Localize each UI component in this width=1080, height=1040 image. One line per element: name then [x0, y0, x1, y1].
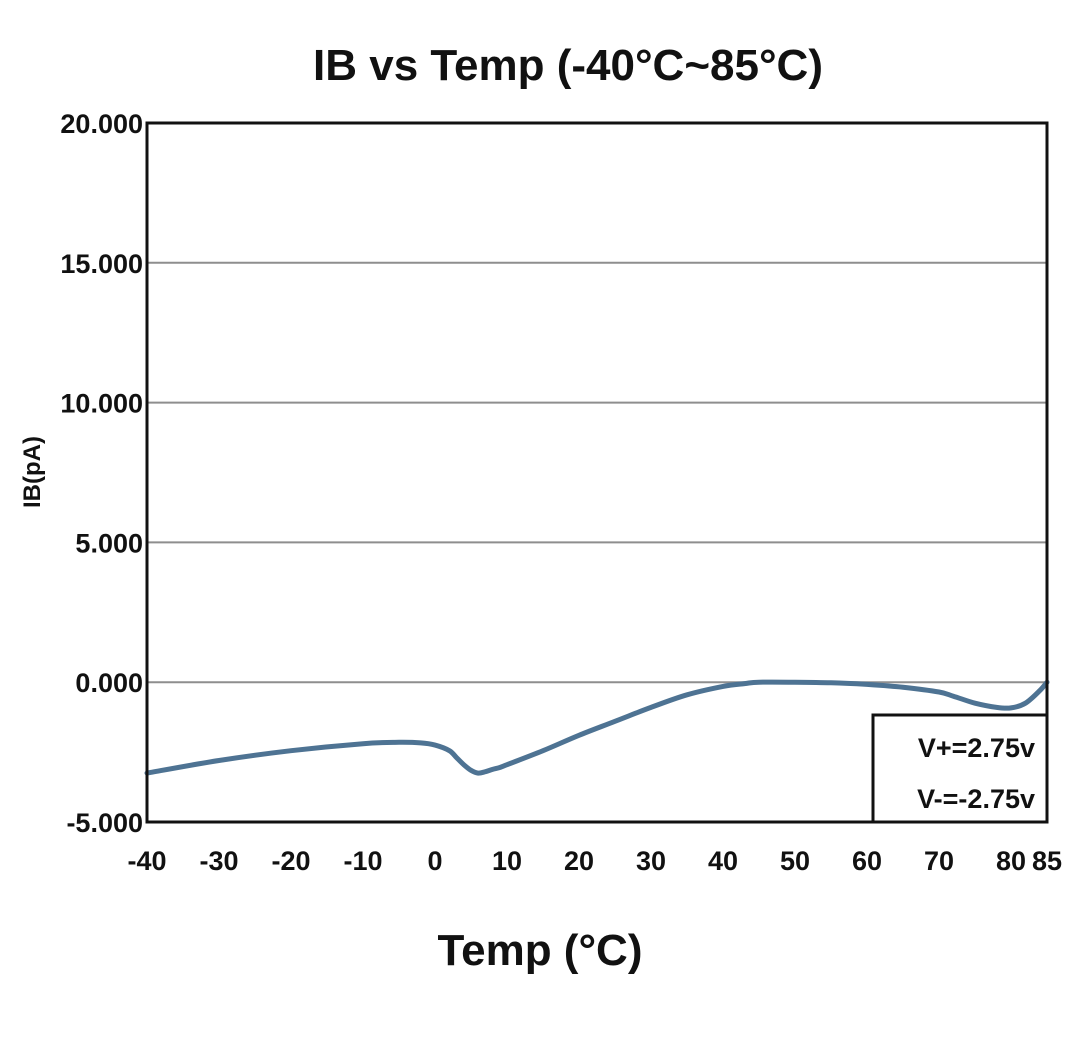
legend-vminus: V-=-2.75v — [917, 784, 1035, 814]
legend-frame — [871, 713, 1049, 824]
x-tick-label: 50 — [780, 846, 810, 876]
series-lines — [144, 679, 1050, 776]
x-tick-label: -30 — [199, 846, 238, 876]
y-tick-label: -5.000 — [66, 808, 143, 838]
y-tick-labels: -5.000 0.000 5.000 10.000 15.000 20.000 — [60, 109, 143, 838]
legend-box: V+=2.75v V-=-2.75v — [871, 713, 1049, 824]
gridlines — [147, 261, 1047, 684]
chart-title: IB vs Temp (-40°C~85°C) — [313, 41, 823, 90]
x-tick-label: 85 — [1032, 846, 1062, 876]
x-axis-title: Temp (°C) — [438, 926, 643, 975]
y-tick-label: 5.000 — [75, 528, 143, 558]
x-tick-label: 40 — [708, 846, 738, 876]
series-line-ib — [144, 679, 1050, 776]
y-axis-title: IB(pA) — [19, 436, 46, 508]
y-tick-label: 0.000 — [75, 668, 143, 698]
y-tick-label: 15.000 — [60, 249, 143, 279]
x-tick-label: 0 — [427, 846, 442, 876]
x-tick-label: 70 — [924, 846, 954, 876]
y-tick-label: 10.000 — [60, 389, 143, 419]
x-tick-label: 80 — [996, 846, 1026, 876]
x-tick-label: -10 — [343, 846, 382, 876]
x-tick-label: 30 — [636, 846, 666, 876]
x-tick-label: -20 — [271, 846, 310, 876]
x-tick-label: 60 — [852, 846, 882, 876]
x-tick-label: -40 — [127, 846, 166, 876]
x-tick-labels: -40 -30 -20 -10 0 10 20 30 40 50 60 70 80 85 — [127, 846, 1062, 876]
x-tick-label: 10 — [492, 846, 522, 876]
legend-vplus: V+=2.75v — [918, 733, 1035, 763]
x-tick-label: 20 — [564, 846, 594, 876]
plot-frame — [145, 121, 1049, 824]
y-tick-label: 20.000 — [60, 109, 143, 139]
